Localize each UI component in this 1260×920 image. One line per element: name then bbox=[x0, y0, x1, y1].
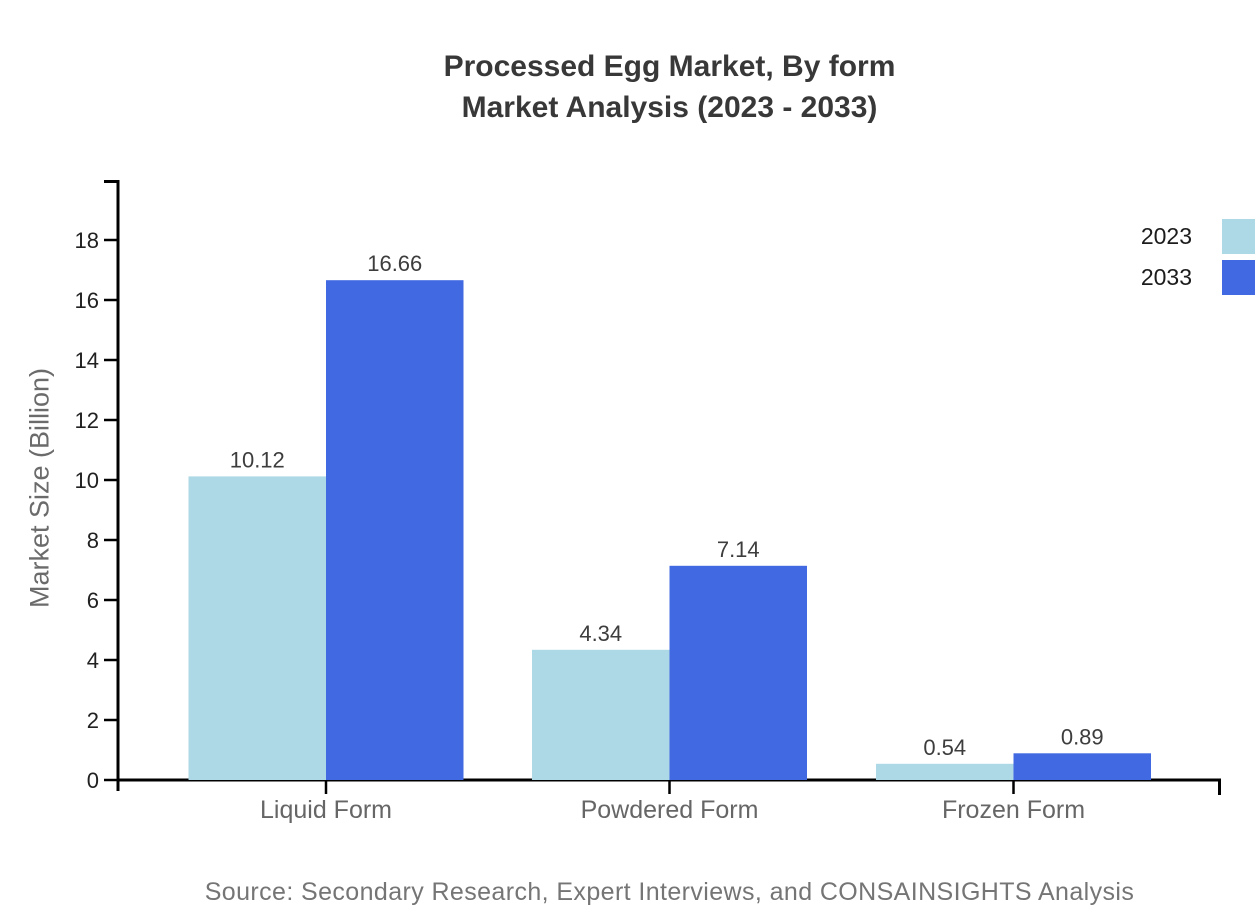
y-tick-label: 0 bbox=[87, 768, 99, 793]
legend: 2023 2033 bbox=[1141, 219, 1260, 295]
y-tick-label: 8 bbox=[87, 528, 99, 553]
chart-title-line1: Processed Egg Market, By form bbox=[443, 50, 896, 83]
bar-value-label: 7.14 bbox=[717, 537, 760, 562]
legend-swatch-2033 bbox=[1222, 260, 1255, 295]
x-category-label: Powdered Form bbox=[581, 796, 759, 824]
bar-2023-frozen-form bbox=[876, 763, 1014, 780]
bar-2033-liquid-form bbox=[326, 280, 464, 780]
bar-value-label: 16.66 bbox=[367, 251, 422, 276]
legend-swatch-2023 bbox=[1222, 219, 1255, 254]
x-category-label: Liquid Form bbox=[260, 796, 392, 824]
bar-2023-liquid-form bbox=[188, 476, 326, 780]
y-tick-label: 2 bbox=[87, 708, 99, 733]
y-tick-label: 6 bbox=[87, 588, 99, 613]
chart-title-line2: Market Analysis (2023 - 2033) bbox=[461, 91, 878, 124]
bar-2033-frozen-form bbox=[1013, 753, 1151, 780]
y-tick-label: 16 bbox=[75, 288, 99, 313]
bar-value-label: 0.89 bbox=[1061, 724, 1104, 749]
bar-2023-powdered-form bbox=[532, 649, 670, 780]
chart-title: Processed Egg Market, By form Market Ana… bbox=[118, 46, 1221, 128]
y-tick-label: 12 bbox=[75, 408, 99, 433]
source-text: Source: Secondary Research, Expert Inter… bbox=[204, 878, 1135, 906]
legend-item-2033: 2033 bbox=[1141, 260, 1260, 295]
bar-value-label: 10.12 bbox=[230, 447, 285, 472]
y-tick-label: 4 bbox=[87, 648, 99, 673]
bar-value-label: 0.54 bbox=[923, 735, 966, 760]
bar-2033-powdered-form bbox=[669, 565, 807, 780]
y-tick-label: 10 bbox=[75, 468, 99, 493]
legend-item-2023: 2023 bbox=[1141, 219, 1260, 254]
x-category-label: Frozen Form bbox=[942, 796, 1085, 824]
legend-label-2023: 2023 bbox=[1140, 223, 1192, 249]
legend-label-2033: 2033 bbox=[1140, 264, 1192, 290]
y-tick-label: 14 bbox=[75, 348, 99, 373]
y-tick-label: 18 bbox=[75, 228, 99, 253]
bar-value-label: 4.34 bbox=[579, 621, 622, 646]
